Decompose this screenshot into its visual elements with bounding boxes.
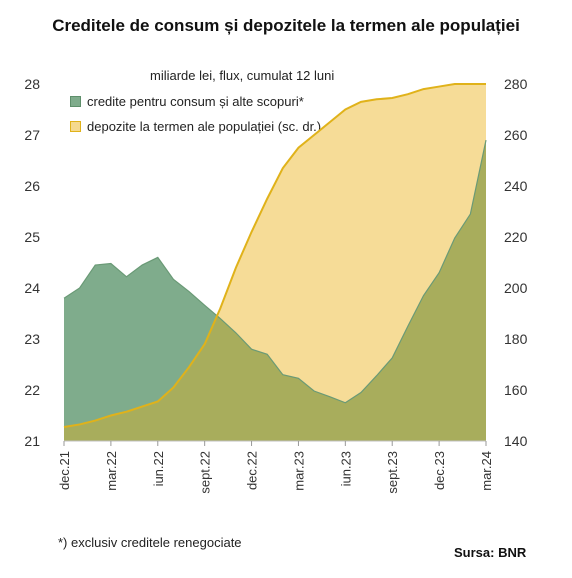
right-axis-tick-label: 220 xyxy=(504,229,528,245)
axes: 21 22 23 24 25 26 27 28 140 160 180 200 220 240 260 280… xyxy=(24,76,527,494)
x-axis-tick-label: mar.23 xyxy=(291,451,306,491)
chart-subtitle: miliarde lei, flux, cumulat 12 luni xyxy=(150,68,335,83)
plot-areas xyxy=(63,83,487,441)
right-axis-tick-label: 160 xyxy=(504,382,528,398)
x-axis-tick-label: mar.22 xyxy=(104,451,119,491)
left-axis-tick-label: 27 xyxy=(24,127,40,143)
right-axis-tick-label: 240 xyxy=(504,178,528,194)
legend-label-credit: credite pentru consum și alte scopuri* xyxy=(87,94,304,109)
chart-title: Creditele de consum și depozitele la ter… xyxy=(52,16,520,35)
x-axis-tick-label: iun.22 xyxy=(151,451,166,486)
legend: credite pentru consum și alte scopuri* d… xyxy=(70,89,321,139)
legend-swatch-credit xyxy=(70,96,81,107)
x-axis-tick-label: sept.22 xyxy=(198,451,213,494)
x-axis-tick-label: dec.23 xyxy=(432,451,447,490)
legend-swatch-deposit xyxy=(70,121,81,132)
left-axis-tick-label: 23 xyxy=(24,331,40,347)
x-axis-tick-label: mar.24 xyxy=(479,451,494,491)
x-axis-tick-label: dec.22 xyxy=(245,451,260,490)
legend-item-deposit: depozite la termen ale populației (sc. d… xyxy=(70,114,321,139)
left-axis-tick-label: 28 xyxy=(24,76,40,92)
credit-area xyxy=(64,140,486,441)
left-axis-tick-label: 21 xyxy=(24,433,40,449)
legend-item-credit: credite pentru consum și alte scopuri* xyxy=(70,89,321,114)
right-axis-tick-label: 140 xyxy=(504,433,528,449)
deposit-area xyxy=(64,84,486,441)
right-axis-tick-label: 180 xyxy=(504,331,528,347)
x-axis-tick-label: iun.23 xyxy=(338,451,353,486)
legend-label-deposit: depozite la termen ale populației (sc. d… xyxy=(87,119,322,134)
x-axis-tick-label: sept.23 xyxy=(385,451,400,494)
left-axis-tick-label: 22 xyxy=(24,382,40,398)
right-axis-tick-label: 200 xyxy=(504,280,528,296)
right-axis-tick-label: 280 xyxy=(504,76,528,92)
credit-line xyxy=(63,139,487,404)
deposit-line xyxy=(63,83,486,428)
left-axis-tick-label: 24 xyxy=(24,280,40,296)
footnote: *) exclusiv creditele renegociate xyxy=(58,535,242,550)
right-axis-tick-label: 260 xyxy=(504,127,528,143)
x-axis-tick-label: dec.21 xyxy=(57,451,72,490)
left-axis-tick-label: 25 xyxy=(24,229,40,245)
source-label: Sursa: BNR xyxy=(454,545,527,560)
left-axis-tick-label: 26 xyxy=(24,178,40,194)
